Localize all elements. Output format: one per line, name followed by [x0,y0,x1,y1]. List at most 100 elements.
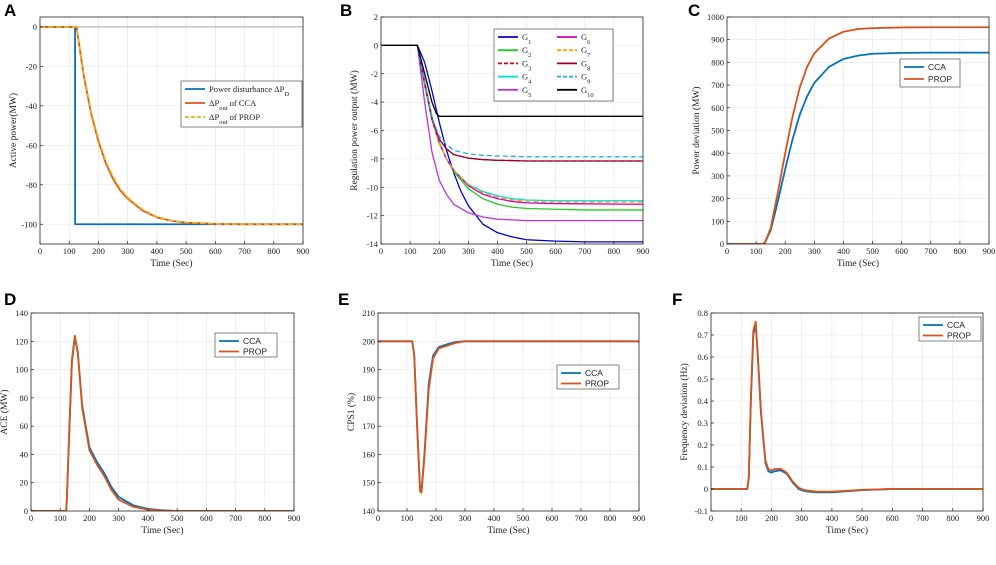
legend-box [556,364,620,390]
panel-letter: D [4,290,16,309]
x-tick-label: 900 [633,513,646,523]
y-tick-label: -10 [367,182,378,192]
x-tick-label: 800 [608,246,621,256]
x-tick-label: 600 [895,246,908,256]
y-tick-label: 0.6 [697,352,708,362]
panel-b: 0 100 200 300 400 500 600 700 800 900 2 0 -2 -4 -6 -8 -1… [340,1,649,269]
y-tick-label: 1000 [707,12,724,22]
y-axis-label: ACE (MW) [0,389,10,434]
y-tick-label: -6 [371,126,378,136]
y-tick-label: 700 [711,80,724,90]
y-tick-label: -4 [371,97,379,107]
y-tick-label: 120 [15,336,28,346]
y-tick-label: 0 [33,22,37,32]
legend-label: G7 [581,45,591,59]
y-tick-label: -14 [367,239,379,249]
panel-letter: E [338,290,349,309]
series-line-g5 [381,44,643,222]
x-axis-label: Time (Sec) [150,258,192,269]
x-axis-label: Time (Sec) [837,258,879,269]
y-tick-label: 0.8 [697,308,708,318]
x-tick-label: 100 [735,513,748,523]
series-line-g9 [381,44,643,158]
x-tick-label: 600 [209,246,222,256]
x-tick-label: 200 [779,246,792,256]
y-tick-label: 800 [711,57,724,67]
y-tick-label: 0.2 [697,440,708,450]
y-tick-label: 100 [15,365,28,375]
y-tick-label: 40 [20,449,29,459]
legend-box [899,58,961,88]
x-tick-label: 0 [709,513,713,523]
panel-e: 0 100 200 300 400 500 600 700 800 900 140 150 160 170… [338,290,645,536]
x-tick-label: 600 [200,513,213,523]
y-tick-label: 200 [362,336,375,346]
y-tick-label: 0.7 [697,330,708,340]
legend-label: G2 [522,45,531,59]
x-tick-label: 800 [258,513,271,523]
y-tick-label: 0 [720,239,724,249]
y-tick-label: 210 [362,308,375,318]
y-tick-label: 0.1 [697,462,708,472]
x-tick-label: 200 [433,246,446,256]
legend-box [918,316,982,342]
panel-c: 0 100 200 300 400 500 600 700 800 900 0 100 200 300 40… [688,1,995,269]
y-tick-label: 600 [711,103,724,113]
x-tick-label: 700 [575,513,588,523]
x-tick-label: 700 [924,246,937,256]
x-tick-label: 800 [267,246,280,256]
y-tick-label: 400 [711,148,724,158]
x-tick-label: 200 [92,246,105,256]
legend-label: G9 [581,72,590,86]
y-axis-label: Active power(MW) [8,93,19,168]
axes-box [710,312,984,512]
x-tick-label: 0 [29,513,33,523]
legend-label: PROP [928,74,952,84]
x-tick-label: 400 [488,513,501,523]
y-tick-label: -2 [371,69,378,79]
x-tick-label: 600 [546,513,559,523]
x-tick-label: 200 [430,513,443,523]
x-tick-label: 400 [151,246,164,256]
y-tick-label: -80 [26,180,37,190]
legend-label: CCA [585,368,603,378]
x-tick-label: 900 [983,246,996,256]
legend-label: ΔPout of CCA [209,98,257,112]
x-tick-label: 300 [795,513,808,523]
x-tick-label: 400 [837,246,850,256]
panel-d: 0 100 200 300 400 500 600 700 800 900 0 20 40 60 80 100… [0,290,300,536]
y-tick-label: 0 [24,506,28,516]
legend-label: CCA [947,320,965,330]
x-tick-label: 700 [916,513,929,523]
legend-label: G4 [522,72,532,86]
x-tick-label: 700 [229,513,242,523]
legend: G1 G6 G2 G7 G3 G8 G4 G9 G5 G10 [493,28,614,102]
x-axis-label: Time (Sec) [141,525,183,536]
x-tick-label: 500 [171,513,184,523]
y-axis-label: Regulation power output (MW) [349,70,360,191]
series-line-g10 [381,44,643,117]
y-tick-label: 180 [362,393,375,403]
axes-box [39,16,304,245]
y-tick-label: 150 [362,478,375,488]
x-tick-label: 0 [38,246,42,256]
legend-label: PROP [585,379,609,389]
x-tick-label: 500 [520,246,533,256]
legend-label: G8 [581,58,590,72]
y-axis-label: Power deviation (MW) [691,86,702,174]
panel-letter: C [688,1,700,20]
plot-area [711,313,983,511]
plot-area [378,313,639,511]
x-tick-label: 700 [238,246,251,256]
x-tick-label: 100 [63,246,76,256]
y-axis-label: CPS1 (%) [346,393,357,431]
legend-label: PROP [243,347,267,357]
y-tick-label: 190 [362,365,375,375]
y-tick-label: -0.1 [695,506,708,516]
panel-a: 0 100 200 300 400 500 600 700 800 900 0 -20 -40 -60 -8… [4,1,309,269]
x-tick-label: 700 [578,246,591,256]
y-tick-label: 160 [362,449,375,459]
